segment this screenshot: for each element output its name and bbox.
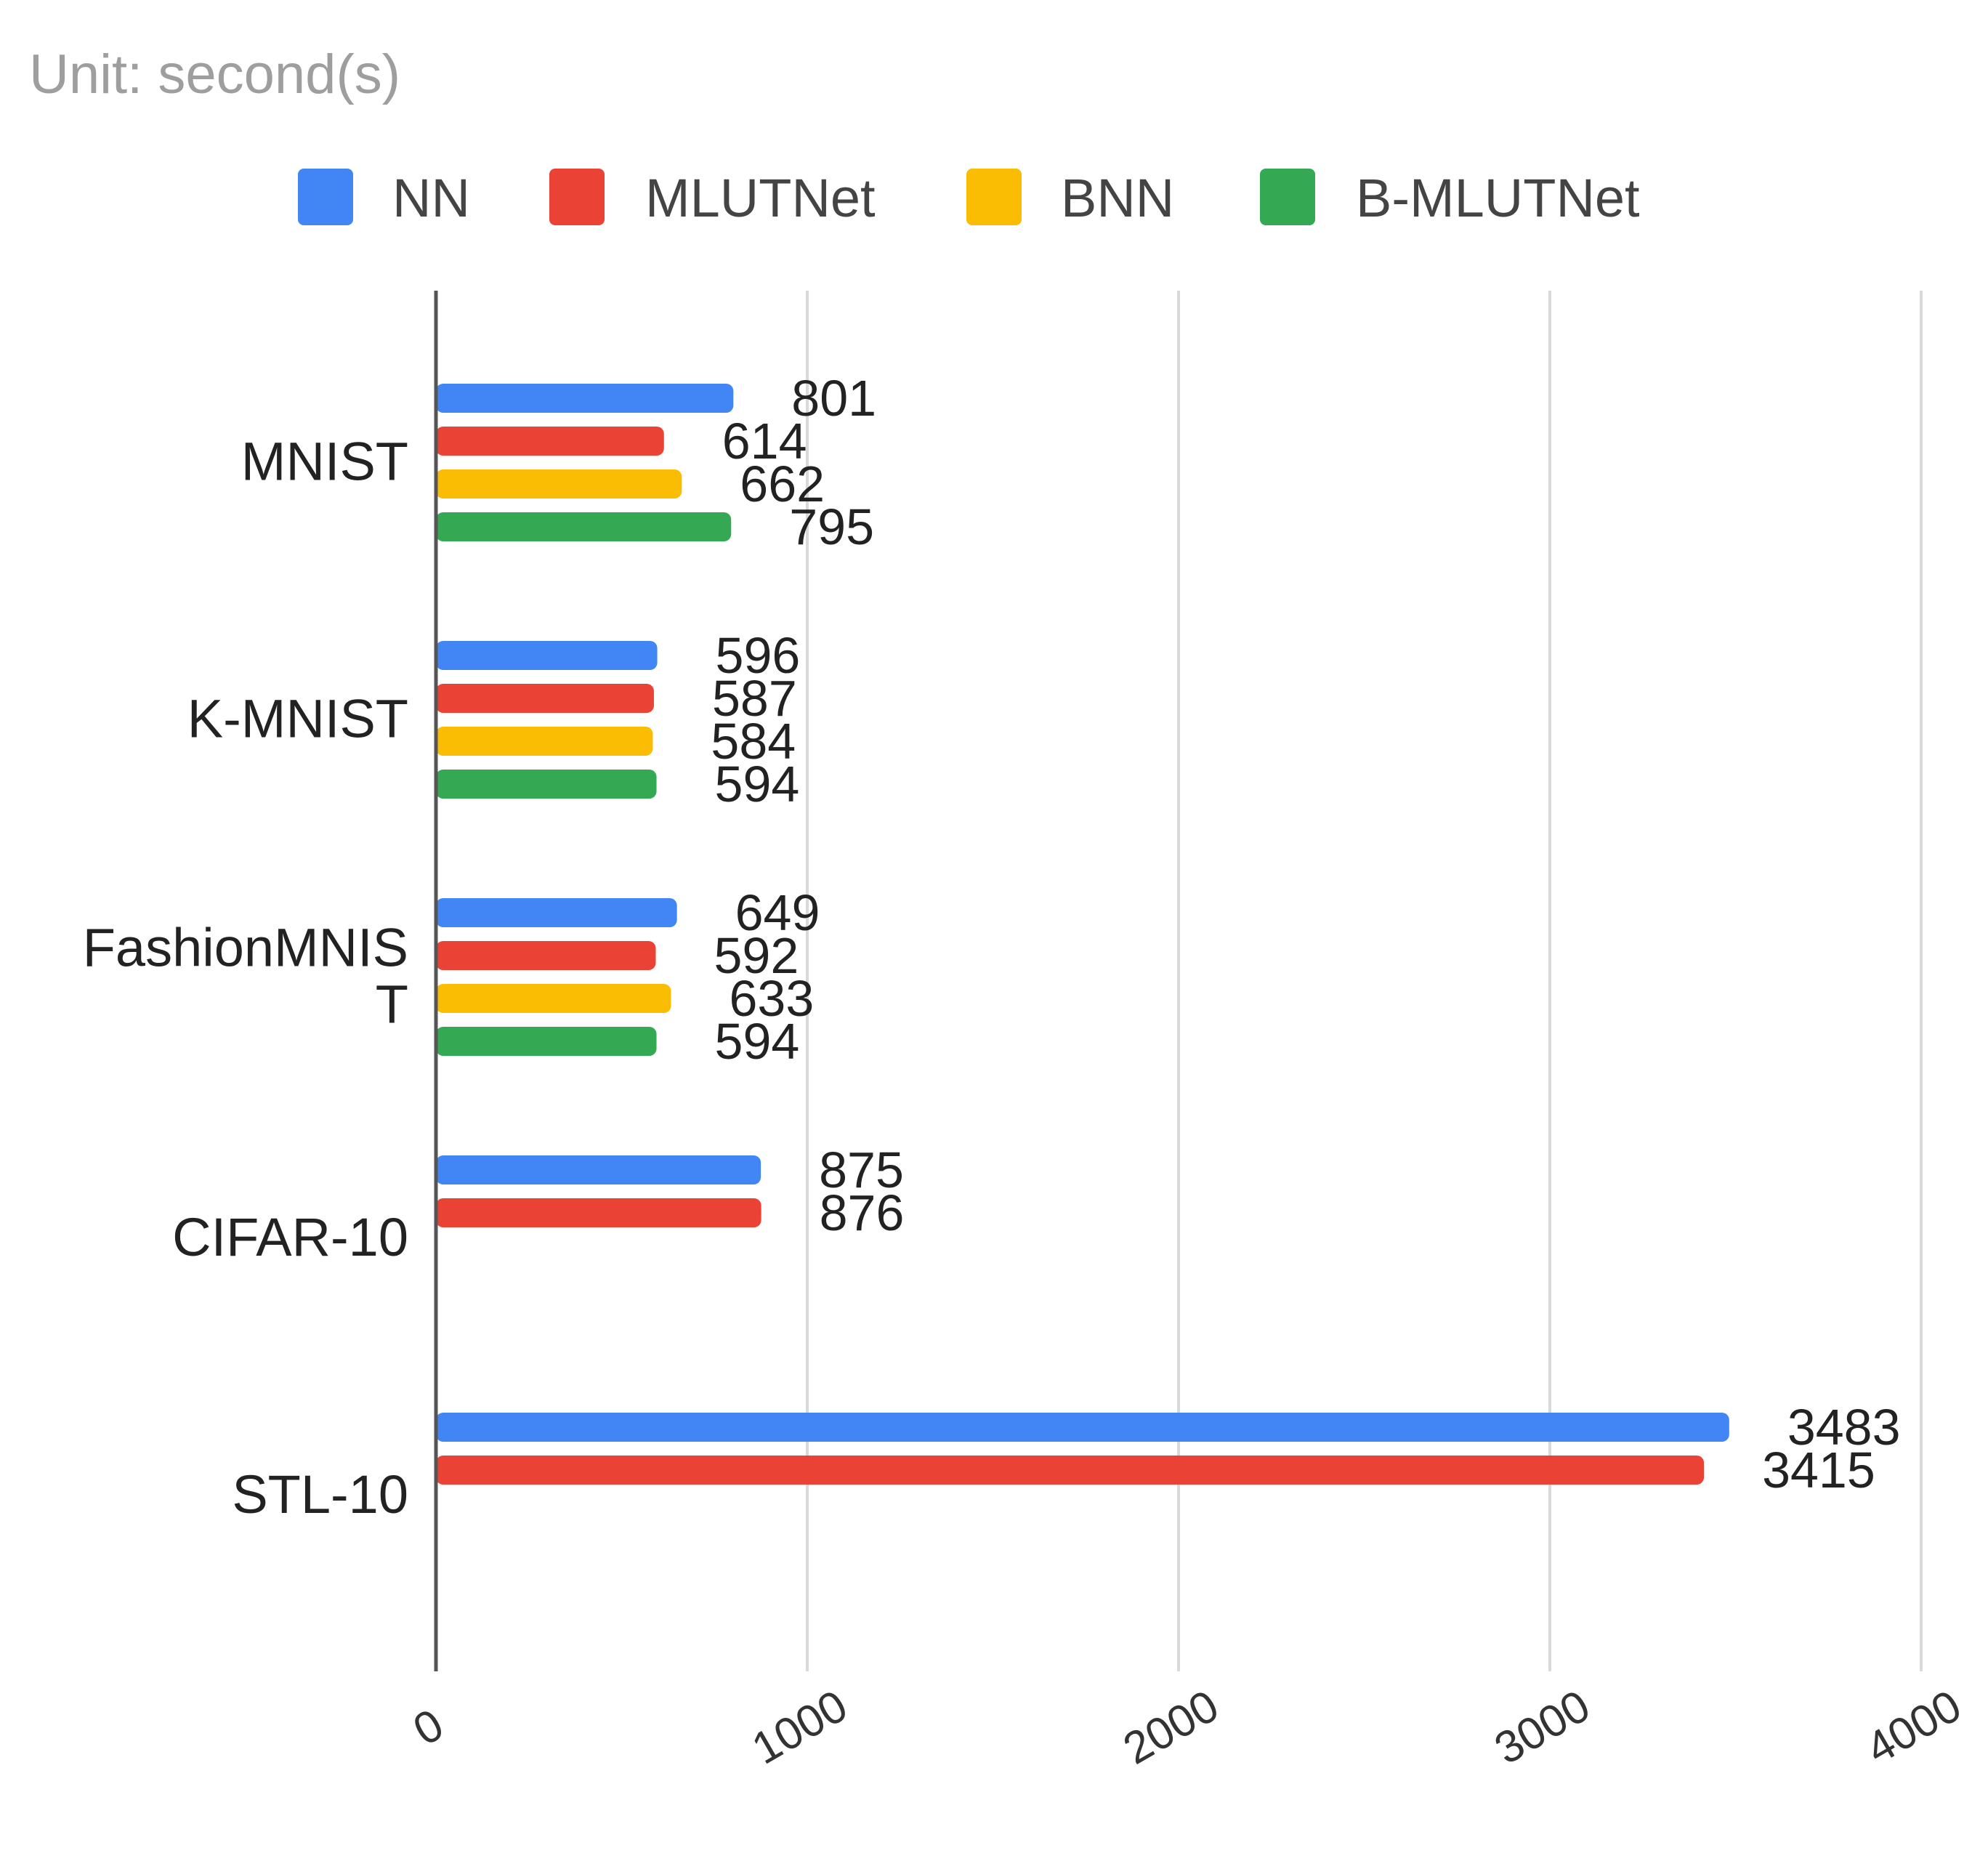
bar-mnist-bnn [436,469,682,498]
bar-k-mnist-mlutnet [436,684,654,713]
legend-label-bnn: BNN [1061,168,1174,228]
bar-fashionmnist-mlutnet [436,941,656,970]
category-label: CIFAR-10 [172,1207,408,1267]
legend-swatch-nn [298,169,353,225]
value-label-mnist-nn: 801 [791,370,876,427]
legend-swatch-mlutnet [549,169,605,225]
bar-mnist-nn [436,384,734,413]
bar-fashionmnist-b-mlutnet [436,1027,657,1056]
chart-legend: NN MLUTNet BNN B-MLUTNet [298,168,1640,228]
value-label-k-mnist-b-mlutnet: 594 [715,756,800,812]
value-labels: 8016146627955965875845946495926335948758… [711,370,1900,1498]
x-tick-label-3000: 3000 [1487,1681,1599,1775]
value-label-fashionmnist-nn: 649 [735,884,820,941]
value-label-stl-10-mlutnet: 3415 [1762,1442,1875,1498]
value-label-k-mnist-mlutnet: 587 [712,670,797,727]
value-label-fashionmnist-mlutnet: 592 [714,927,799,984]
bar-k-mnist-bnn [436,727,653,756]
category-label: STL-10 [232,1464,408,1525]
legend-swatch-bnn [966,169,1022,225]
legend-swatch-b-mlutnet [1260,169,1315,225]
value-label-cifar-10-nn: 875 [819,1142,904,1198]
category-label: MNIST [241,432,408,492]
value-label-cifar-10-mlutnet: 876 [820,1184,905,1241]
value-label-mnist-b-mlutnet: 795 [789,498,874,555]
bar-mnist-b-mlutnet [436,512,732,541]
value-label-fashionmnist-bnn: 633 [729,970,814,1027]
bar-stl-10-mlutnet [436,1456,1705,1485]
x-tick-label-1000: 1000 [744,1681,856,1775]
x-tick-label-4000: 4000 [1858,1681,1970,1775]
bar-mnist-mlutnet [436,427,664,456]
bar-cifar-10-nn [436,1155,761,1184]
bar-cifar-10-mlutnet [436,1198,761,1227]
x-tick-label-2000: 2000 [1115,1681,1227,1775]
category-label: T [376,974,408,1035]
value-label-k-mnist-bnn: 584 [711,713,796,770]
legend-label-nn: NN [392,168,470,228]
bar-fashionmnist-nn [436,898,677,927]
legend-label-b-mlutnet: B-MLUTNet [1356,168,1640,228]
value-label-stl-10-nn: 3483 [1787,1399,1901,1456]
bar-k-mnist-b-mlutnet [436,770,657,799]
category-label: K-MNIST [187,689,408,749]
bar-stl-10-nn [436,1413,1729,1442]
value-label-k-mnist-nn: 596 [716,627,801,684]
category-label: FashionMNIS [83,918,408,978]
bar-fashionmnist-bnn [436,984,671,1013]
x-axis-ticks: 0 1000 2000 3000 4000 [405,1681,1970,1775]
legend-label-mlutnet: MLUTNet [645,168,876,228]
bars [436,384,1729,1485]
chart-subtitle: Unit: second(s) [29,44,400,105]
value-label-mnist-bnn: 662 [740,456,825,512]
value-label-fashionmnist-b-mlutnet: 594 [715,1013,800,1070]
value-label-mnist-mlutnet: 614 [722,413,807,469]
bar-k-mnist-nn [436,641,658,670]
x-tick-label-0: 0 [405,1700,452,1756]
